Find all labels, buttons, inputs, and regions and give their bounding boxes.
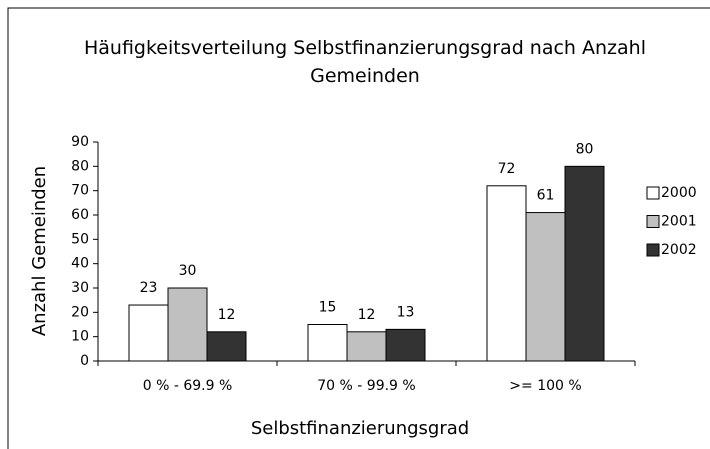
data-label: 80	[576, 141, 594, 157]
y-tick-label: 0	[80, 353, 89, 369]
y-tick-label: 60	[71, 207, 89, 223]
y-tick-label: 40	[71, 256, 89, 272]
chart-title: Häufigkeitsverteilung Selbstfinanzierung…	[83, 37, 646, 87]
data-label: 12	[218, 307, 236, 323]
data-label: 15	[319, 300, 337, 316]
y-tick-label: 50	[71, 231, 89, 247]
y-tick-label: 20	[71, 304, 89, 320]
x-axis-label: Selbstfinanzierungsgrad	[251, 418, 469, 439]
x-tick-label: >= 100 %	[509, 378, 581, 394]
legend-swatch	[646, 243, 660, 257]
bar	[346, 331, 387, 362]
y-tick-label: 80	[71, 158, 89, 174]
bar	[128, 304, 169, 362]
data-label: 30	[179, 263, 197, 279]
legend-swatch	[646, 215, 660, 228]
chart-frame	[7, 7, 710, 449]
y-tick-label: 90	[71, 134, 89, 150]
legend-label: 2002	[661, 242, 697, 258]
bar	[486, 185, 527, 362]
legend-label: 2001	[661, 214, 697, 230]
y-tick-label: 30	[71, 280, 89, 296]
bar	[385, 328, 426, 362]
y-tick-label: 10	[71, 329, 89, 345]
y-axis-label: Anzahl Gemeinden	[29, 166, 50, 336]
data-label: 13	[397, 304, 415, 320]
x-tick-label: 0 % - 69.9 %	[143, 378, 233, 394]
bar	[307, 324, 348, 362]
bar	[206, 331, 247, 362]
legend-swatch	[646, 186, 660, 200]
y-tick-label: 70	[71, 183, 89, 199]
legend-label: 2000	[661, 185, 697, 201]
data-label: 12	[358, 307, 376, 323]
bar	[167, 287, 208, 362]
data-label: 23	[140, 280, 158, 296]
x-tick-label: 70 % - 99.9 %	[317, 378, 415, 394]
data-label: 61	[537, 188, 555, 204]
data-label: 72	[498, 161, 516, 177]
bar	[564, 165, 605, 362]
bar	[525, 212, 566, 362]
